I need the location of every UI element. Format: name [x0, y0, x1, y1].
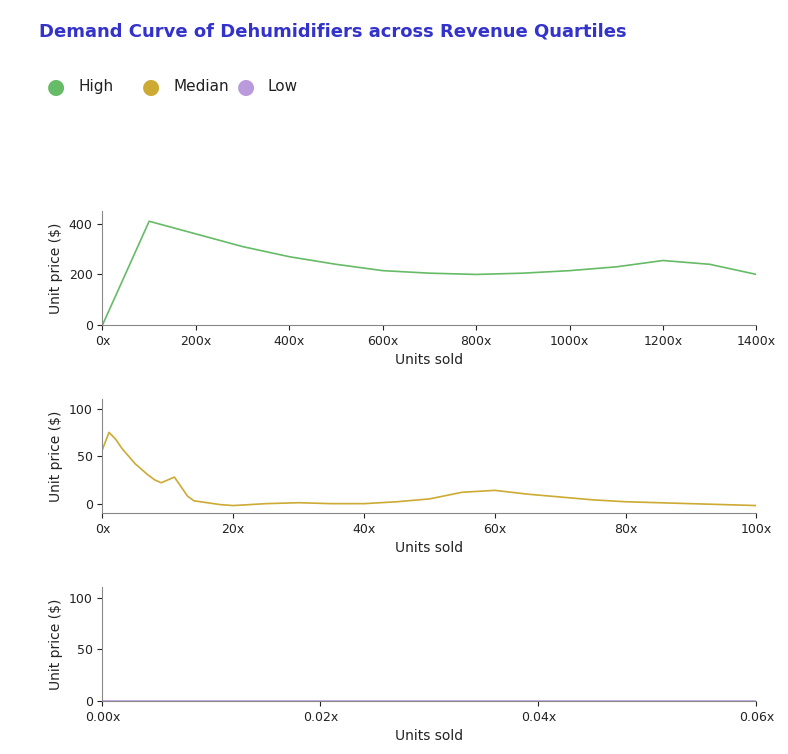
Text: ●: ● — [47, 77, 65, 97]
Y-axis label: Unit price ($): Unit price ($) — [50, 222, 63, 314]
Y-axis label: Unit price ($): Unit price ($) — [50, 599, 63, 690]
Text: Demand Curve of Dehumidifiers across Revenue Quartiles: Demand Curve of Dehumidifiers across Rev… — [39, 23, 627, 41]
Text: High: High — [79, 79, 114, 94]
Text: ●: ● — [142, 77, 160, 97]
Text: Median: Median — [173, 79, 229, 94]
Text: Low: Low — [268, 79, 298, 94]
X-axis label: Units sold: Units sold — [396, 730, 463, 743]
X-axis label: Units sold: Units sold — [396, 354, 463, 367]
X-axis label: Units sold: Units sold — [396, 541, 463, 556]
Y-axis label: Unit price ($): Unit price ($) — [50, 410, 63, 502]
Text: ●: ● — [236, 77, 255, 97]
